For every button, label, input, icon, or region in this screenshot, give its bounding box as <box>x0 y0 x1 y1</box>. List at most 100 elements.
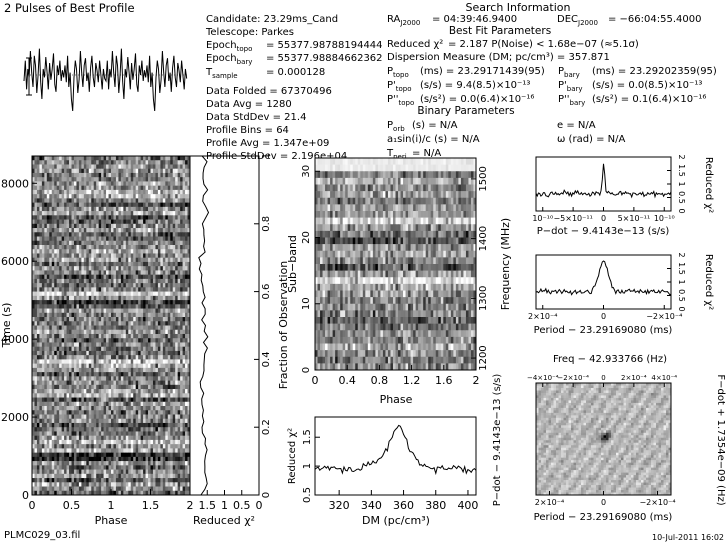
time-phase-cell <box>64 308 67 314</box>
time-phase-cell <box>78 211 82 216</box>
time-phase-cell <box>162 172 166 178</box>
time-phase-cell <box>150 346 154 352</box>
time-phase-cell <box>152 185 156 191</box>
time-phase-cell <box>128 300 132 305</box>
time-phase-cell <box>103 287 107 292</box>
time-phase-cell <box>162 406 166 411</box>
time-phase-cell <box>133 363 136 369</box>
time-phase-cell <box>61 194 65 199</box>
time-phase-cell <box>101 177 104 182</box>
time-phase-cell <box>61 431 65 436</box>
time-phase-cell <box>123 380 127 386</box>
time-phase-cell <box>103 257 107 263</box>
time-phase-cell <box>138 312 141 318</box>
time-phase-cell <box>177 465 181 470</box>
time-phase-cell <box>123 232 127 237</box>
time-phase-cell <box>180 456 183 462</box>
time-phase-cell <box>182 448 186 453</box>
time-phase-cell <box>162 202 166 208</box>
time-phase-cell <box>157 363 161 369</box>
time-phase-cell <box>150 198 154 203</box>
time-phase-cell <box>115 181 119 186</box>
time-phase-cell <box>64 435 67 441</box>
time-phase-cell <box>143 283 146 288</box>
time-phase-cell <box>155 397 159 403</box>
time-phase-cell <box>59 414 62 420</box>
time-phase-cell <box>54 300 57 305</box>
time-phase-cell <box>54 172 57 178</box>
time-phase-cell <box>54 304 57 309</box>
time-phase-cell <box>120 278 124 284</box>
time-phase-cell <box>34 384 38 390</box>
time-phase-cell <box>59 185 62 191</box>
time-phase-cell <box>123 444 127 449</box>
time-phase-cell <box>175 414 178 420</box>
time-phase-cell <box>49 384 53 390</box>
time-phase-cell <box>61 295 65 301</box>
time-phase-cell <box>101 164 104 170</box>
time-phase-cell <box>101 410 104 415</box>
time-phase-cell <box>152 194 156 199</box>
time-phase-cell <box>41 253 45 258</box>
time-phase-cell <box>177 346 181 352</box>
time-phase-cell <box>180 473 183 479</box>
time-phase-cell <box>36 244 40 250</box>
time-phase-cell <box>71 206 75 212</box>
time-phase-cell <box>111 329 114 335</box>
time-phase-cell <box>162 249 166 254</box>
time-phase-cell <box>39 223 43 229</box>
time-phase-cell <box>46 257 50 263</box>
time-phase-cell <box>71 317 75 322</box>
time-phase-cell <box>64 266 67 271</box>
time-phase-cell <box>172 431 176 436</box>
time-phase-cell <box>162 367 166 373</box>
time-phase-cell <box>128 189 132 195</box>
time-phase-cell <box>148 261 151 267</box>
time-phase-cell <box>34 194 38 199</box>
time-phase-cell <box>78 291 82 297</box>
time-phase-cell <box>187 253 191 258</box>
time-phase-cell <box>106 202 109 208</box>
time-phase-cell <box>130 414 134 420</box>
time-phase-cell <box>59 156 62 161</box>
time-phase-cell <box>69 376 72 381</box>
time-phase-cell <box>49 435 53 441</box>
time-phase-cell <box>61 452 65 458</box>
time-phase-cell <box>39 397 43 403</box>
time-phase-cell <box>41 249 45 254</box>
time-phase-cell <box>64 376 67 381</box>
time-phase-cell <box>138 444 141 449</box>
time-phase-cell <box>32 160 35 165</box>
time-phase-cell <box>78 172 82 178</box>
time-phase-cell <box>165 435 169 441</box>
time-phase-cell <box>106 304 109 309</box>
time-phase-cell <box>125 469 129 475</box>
time-phase-cell <box>32 333 35 339</box>
time-phase-cell <box>162 228 166 233</box>
time-phase-cell <box>61 384 65 390</box>
time-phase-cell <box>96 156 99 161</box>
time-phase-cell <box>172 333 176 339</box>
time-phase-cell <box>187 219 191 225</box>
time-phase-cell <box>78 376 82 381</box>
time-phase-cell <box>93 223 97 229</box>
time-phase-cell <box>113 228 117 233</box>
time-phase-cell <box>49 359 53 364</box>
time-phase-cell <box>34 418 38 424</box>
time-phase-cell <box>148 363 151 369</box>
time-phase-cell <box>54 308 57 314</box>
time-phase-cell <box>54 321 57 326</box>
time-phase-cell <box>172 278 176 284</box>
time-phase-cell <box>162 181 166 186</box>
time-phase-cell <box>160 321 164 326</box>
time-phase-cell <box>187 172 191 178</box>
time-phase-cell <box>175 444 178 449</box>
time-phase-cell <box>115 206 119 212</box>
time-phase-cell <box>81 185 85 191</box>
time-phase-cell <box>41 384 45 390</box>
time-phase-cell <box>152 181 156 186</box>
time-phase-cell <box>167 376 171 381</box>
time-phase-cell <box>78 397 82 403</box>
time-phase-cell <box>71 249 75 254</box>
time-phase-cell <box>130 177 134 182</box>
